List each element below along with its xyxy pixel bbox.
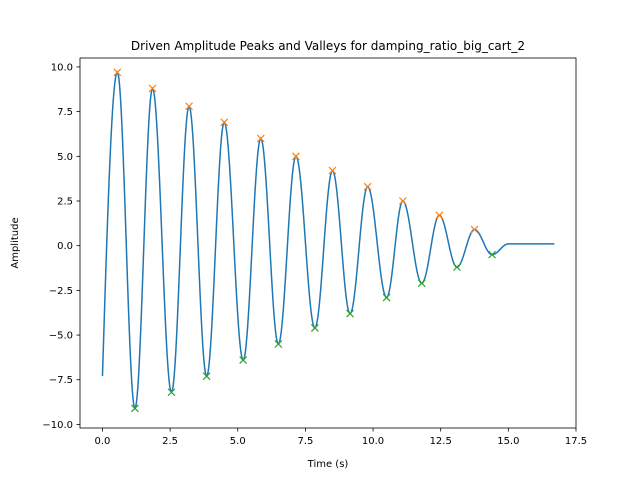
x-tick-label: 10.0 <box>362 436 384 447</box>
valley-marker <box>382 293 391 302</box>
x-tick-label: 7.5 <box>297 436 313 447</box>
x-tick-label: 2.5 <box>162 436 178 447</box>
x-tick-label: 0.0 <box>95 436 111 447</box>
x-axis-label: Time (s) <box>307 459 349 470</box>
valley-marker <box>346 309 354 318</box>
peak-marker <box>470 225 479 234</box>
y-tick-label: −7.5 <box>49 375 73 386</box>
valley-marker <box>417 279 426 288</box>
peak-marker <box>185 102 193 111</box>
valley-marker <box>274 340 283 348</box>
y-tick-label: −10.0 <box>42 420 73 431</box>
x-tick-label: 5.0 <box>230 436 246 447</box>
plot-frame <box>79 57 577 429</box>
valley-marker <box>167 388 176 397</box>
peak-marker <box>148 84 157 93</box>
y-tick-label: 5.0 <box>57 152 73 163</box>
chart-title: Driven Amplitude Peaks and Valleys for d… <box>131 39 525 53</box>
peak-marker <box>113 68 122 77</box>
peak-marker <box>328 166 337 175</box>
y-axis: −10.0 −7.5 −5.0 −2.5 0.0 2.5 5.0 7.5 10.0 <box>42 62 80 431</box>
peak-markers <box>113 68 479 234</box>
valley-marker <box>202 372 211 381</box>
x-tick-label: 15.0 <box>497 436 519 447</box>
peak-marker <box>398 197 407 205</box>
y-tick-label: 10.0 <box>51 62 73 73</box>
peak-marker <box>292 152 300 161</box>
y-tick-label: −2.5 <box>49 286 73 297</box>
valley-marker <box>239 356 248 365</box>
peak-marker <box>435 211 444 220</box>
y-tick-label: 0.0 <box>57 241 73 252</box>
valley-marker <box>488 250 497 259</box>
y-tick-label: 7.5 <box>57 107 73 118</box>
x-tick-label: 12.5 <box>430 436 452 447</box>
x-axis: 0.0 2.5 5.0 7.5 10.0 12.5 15.0 17.5 <box>95 428 587 447</box>
y-tick-label: −5.0 <box>49 331 73 342</box>
signal-line <box>101 71 555 410</box>
valley-marker <box>310 323 319 332</box>
valley-marker <box>131 404 139 413</box>
peak-marker <box>256 134 265 143</box>
plot-area <box>101 68 555 413</box>
x-tick-label: 17.5 <box>565 436 587 447</box>
peak-marker <box>363 182 372 191</box>
valley-marker <box>453 263 461 272</box>
y-axis-label: Amplitude <box>10 217 21 268</box>
peak-marker <box>220 118 229 127</box>
valley-markers <box>131 250 497 413</box>
y-tick-label: 2.5 <box>57 196 73 207</box>
